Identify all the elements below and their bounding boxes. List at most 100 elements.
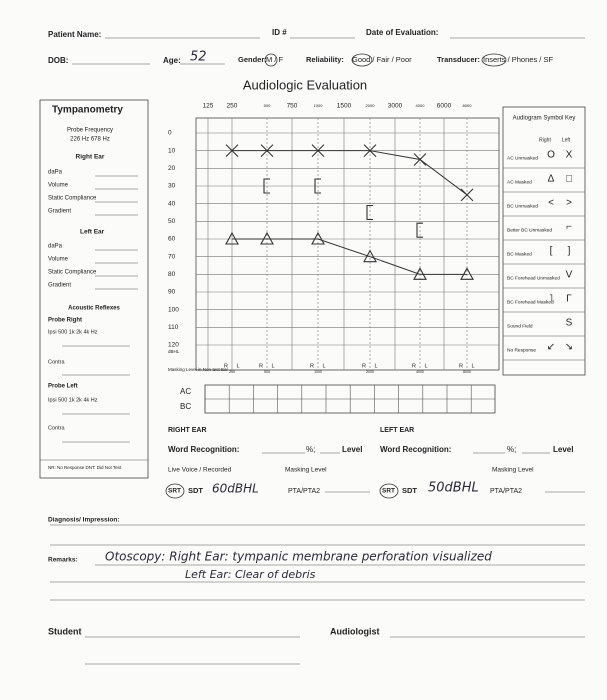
label: Ipsi 500 1k 2k 4k Hz [48,329,98,335]
label: SDT [188,486,203,495]
key-symbol: Γ [566,294,572,305]
ear-letter: L [236,363,239,369]
key-symbol: [ [550,246,553,257]
label: Audiologist [330,626,380,636]
threshold-symbol [314,178,321,194]
ear-letter: R [459,363,463,369]
label: %; [507,445,516,454]
label: BC Masked [507,251,532,257]
db-tick-label: 70 [168,253,176,260]
frequency-label: 4000 [416,370,424,374]
label: Reliability: [306,55,344,64]
key-symbol: < [548,198,554,209]
db-tick-label: 110 [168,324,179,331]
label: Level [553,445,573,454]
threshold-symbol [260,144,274,158]
label: NR: No Response DNT: Did Not Test [48,465,122,470]
ear-letter: L [374,363,377,369]
db-tick-label: 100 [168,306,179,313]
label: Acoustic Reflexes [68,306,120,312]
form-title: Audiologic Evaluation [243,77,367,92]
ear-letter: R [362,363,366,369]
masking-label: Masking Level in Non-test Ear [168,367,229,372]
frequency-label: 2000 [366,103,376,108]
label: Probe Left [48,384,78,390]
threshold-symbol [260,231,274,245]
frequency-label: 125 [203,103,214,110]
threshold-symbol [263,178,270,194]
label: Patient Name: [48,30,101,39]
threshold-symbol [225,231,239,245]
label: Diagnosis/ Impression: [48,517,120,524]
threshold-symbol [311,144,325,158]
ear-letter: R [412,363,416,369]
label: AC Masked [507,179,532,185]
label: Gender: [238,55,267,64]
db-tick-label: 60 [168,236,176,243]
frequency-label: 4000 [416,103,426,108]
handwritten-value: 60dBHL [212,482,259,496]
label: Date of Evaluation: [366,28,438,37]
handwritten-value: 50dBHL [428,481,479,496]
db-tick-label: 90 [168,289,176,296]
threshold-symbol [311,231,325,245]
ear-letter: L [322,363,325,369]
ear-letter: R [259,363,263,369]
frequency-label: 250 [227,103,238,110]
label: PTA/PTA2 [288,488,320,495]
label: %; [306,445,315,454]
label: Contra [48,425,65,431]
key-symbol: V [566,270,573,281]
label: Live Voice / Recorded [168,467,232,474]
label: BC Forehead Masked [507,299,554,305]
label: Word Recognition: [168,445,239,454]
key-symbol: ↙ [547,342,555,353]
label: ID # [272,28,287,37]
label: BC Forehead Unmasked [507,275,560,281]
label: M / F [266,55,283,64]
threshold-symbol [413,267,427,280]
label: Contra [48,359,65,365]
row-label: AC [180,387,191,396]
db-tick-label: 10 [168,147,176,154]
label: Gradient [48,209,71,215]
label: AC Unmasked [507,155,538,161]
label: Right Ear [76,154,105,161]
key-symbol: □ [566,174,572,185]
label: Probe Right [48,318,82,324]
label: 226 Hz 678 Hz [70,137,110,143]
key-symbol: X [566,150,573,161]
key-symbol: ] [568,246,571,257]
ear-letter: L [271,363,274,369]
label: DOB: [48,56,68,65]
frequency-label: 8000 [463,370,471,374]
frequency-label: 1500 [337,103,352,110]
label: SRT [382,488,395,495]
frequency-label: 3000 [388,103,403,110]
label: Level [342,445,362,454]
frequency-label: 750 [287,103,298,110]
label: Static Compliance [48,270,97,276]
key-symbol: Δ [548,174,555,185]
label: Audiogram Symbol Key [513,116,576,122]
label: Static Compliance [48,196,97,202]
label: Right [539,137,551,143]
db-tick-label: 50 [168,218,176,225]
key-symbol: S [566,318,573,329]
db-tick-label: 40 [168,200,176,207]
label: Better BC Unmasked [507,227,552,233]
threshold-symbol [460,188,474,202]
threshold-symbol [416,222,423,238]
label: Age: [163,56,181,65]
label: Volume [48,257,69,263]
key-symbol: > [566,198,572,209]
frequency-label: 500 [264,103,271,108]
db-tick-label: 30 [168,183,176,190]
label: Masking Level [492,467,534,474]
label: Word Recognition: [380,445,451,454]
label: SDT [402,486,417,495]
ear-letter: L [424,363,427,369]
label: Remarks: [48,557,78,564]
key-symbol: ˥ [549,294,553,305]
threshold-symbol [460,267,474,280]
